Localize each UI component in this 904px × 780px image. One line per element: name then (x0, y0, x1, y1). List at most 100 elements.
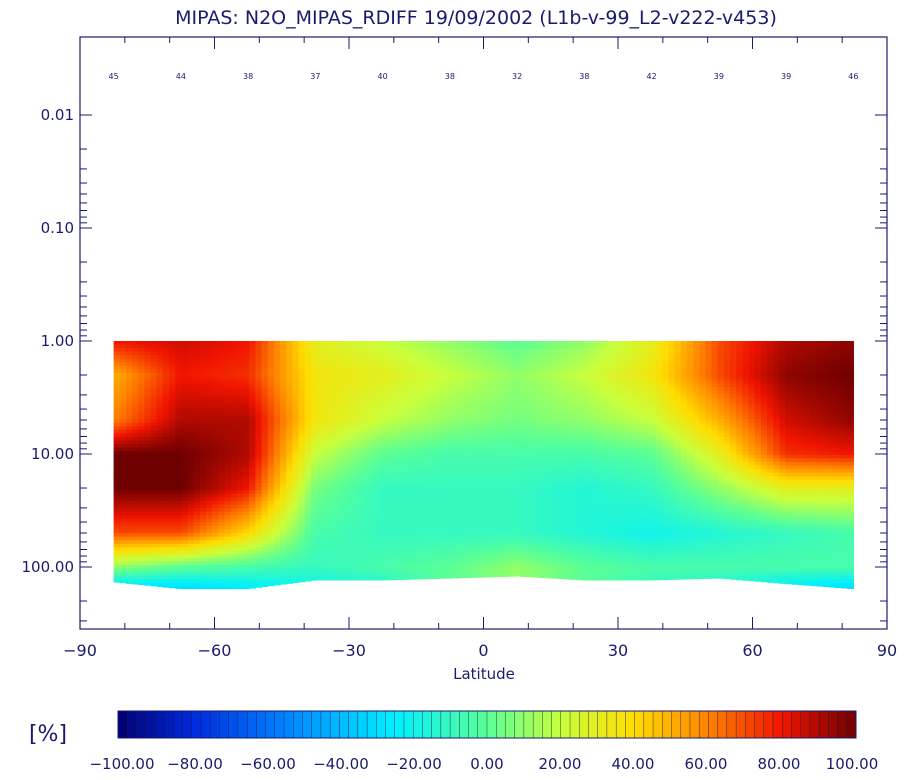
heatmap-cell (508, 575, 515, 577)
heatmap-cell (230, 433, 238, 438)
heatmap-cell (119, 536, 127, 541)
heatmap-cell (286, 405, 293, 410)
heatmap-cell (335, 554, 343, 559)
heatmap-cell (501, 554, 509, 559)
heatmap-cell (310, 429, 318, 435)
heatmap-cell (224, 419, 232, 424)
heatmap-cell (255, 526, 263, 531)
heatmap-cell (310, 490, 318, 495)
heatmap-cell (329, 444, 337, 449)
heatmap-cell (347, 565, 355, 570)
heatmap-cell (132, 582, 139, 585)
heatmap-cell (150, 479, 158, 484)
heatmap-cell (249, 376, 257, 381)
heatmap-cell (218, 561, 226, 566)
heatmap-cell (508, 572, 515, 577)
heatmap-cell (409, 554, 417, 559)
heatmap-cell (175, 483, 183, 488)
heatmap-cell (360, 341, 367, 346)
heatmap-cell (495, 522, 503, 527)
heatmap-cell (391, 486, 398, 492)
heatmap-cell (409, 429, 417, 435)
heatmap-cell (255, 461, 263, 467)
heatmap-cell (508, 348, 515, 353)
heatmap-cell (329, 437, 337, 442)
heatmap-cell (538, 550, 546, 556)
heatmap-cell (267, 501, 275, 506)
heatmap-cell (267, 572, 275, 577)
heatmap-cell (298, 579, 306, 583)
heatmap-cell (212, 465, 220, 470)
heatmap-cell (409, 472, 417, 477)
heatmap-cell (150, 501, 158, 506)
heatmap-cell (471, 380, 478, 385)
heatmap-cell (230, 469, 238, 474)
heatmap-cell (434, 461, 441, 467)
heatmap-cell (187, 533, 195, 538)
heatmap-cell (261, 508, 269, 513)
heatmap-cell (354, 458, 361, 463)
heatmap-cell (187, 419, 195, 424)
heatmap-cell (156, 518, 164, 524)
heatmap-cell (366, 369, 374, 374)
heatmap-cell (329, 355, 337, 360)
heatmap-cell (156, 540, 164, 545)
heatmap-cell (508, 494, 515, 499)
heatmap-cell (434, 486, 441, 492)
heatmap-cell (415, 565, 423, 570)
heatmap-cell (360, 508, 367, 513)
heatmap-cell (397, 373, 404, 378)
heatmap-cell (206, 479, 213, 484)
heatmap-cell (532, 358, 540, 363)
heatmap-cell (538, 494, 546, 499)
heatmap-cell (397, 341, 404, 346)
heatmap-cell (397, 486, 404, 492)
heatmap-cell (224, 380, 232, 385)
heatmap-cell (169, 390, 176, 395)
heatmap-cell (446, 437, 454, 442)
heatmap-cell (452, 348, 460, 353)
heatmap-cell (409, 408, 417, 413)
heatmap-cell (132, 483, 139, 488)
heatmap-cell (458, 397, 466, 403)
heatmap-cell (150, 497, 158, 502)
heatmap-cell (495, 437, 503, 442)
heatmap-cell (391, 447, 398, 452)
heatmap-cell (206, 572, 213, 577)
heatmap-cell (310, 383, 318, 388)
heatmap-cell (236, 397, 244, 403)
heatmap-cell (298, 515, 306, 520)
heatmap-cell (501, 437, 509, 442)
heatmap-cell (286, 472, 293, 477)
heatmap-cell (255, 540, 263, 545)
heatmap-cell (551, 461, 559, 467)
heatmap-cell (440, 387, 448, 392)
heatmap-cell (273, 444, 281, 449)
heatmap-cell (483, 469, 491, 474)
heatmap-cell (317, 358, 324, 363)
heatmap-cell (366, 575, 374, 580)
heatmap-cell (119, 490, 127, 495)
heatmap-cell (409, 426, 417, 431)
heatmap-cell (304, 355, 312, 360)
heatmap-cell (409, 419, 417, 424)
heatmap-cell (230, 408, 238, 413)
heatmap-cell (421, 518, 429, 524)
heatmap-cell (440, 458, 448, 463)
heatmap-cell (526, 397, 534, 403)
heatmap-cell (341, 351, 349, 356)
heatmap-cell (551, 558, 559, 563)
heatmap-cell (366, 451, 374, 456)
heatmap-cell (421, 419, 429, 424)
heatmap-cell (125, 582, 133, 584)
heatmap-cell (557, 362, 565, 367)
heatmap-cell (360, 433, 367, 438)
heatmap-cell (304, 575, 312, 580)
heatmap-cell (323, 369, 330, 374)
heatmap-cell (156, 494, 164, 499)
heatmap-cell (403, 419, 411, 424)
heatmap-cell (125, 490, 133, 495)
heatmap-cell (113, 412, 121, 417)
heatmap-cell (150, 348, 158, 353)
heatmap-cell (458, 341, 466, 346)
